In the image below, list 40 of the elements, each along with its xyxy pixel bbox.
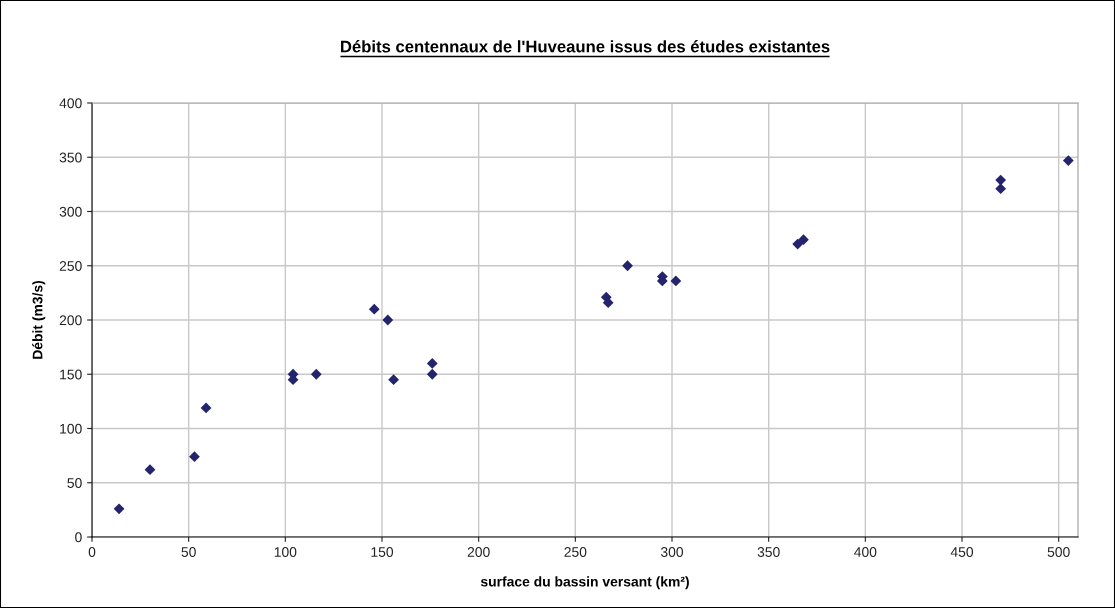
x-tick-label: 250: [564, 547, 587, 557]
y-tick-label: 200: [59, 315, 82, 326]
x-tick-label: 500: [1047, 547, 1070, 557]
x-tick-label: 450: [950, 547, 974, 557]
x-tick-label: 150: [371, 547, 394, 557]
point: [382, 314, 394, 326]
y-axis-title: Débit (m3/s): [32, 280, 46, 359]
y-tick-label: 150: [60, 369, 82, 380]
point: [426, 368, 438, 380]
point: [426, 358, 438, 369]
chart-title: Débits centennaux de l'Huveaune issus des études existantes: [341, 40, 830, 53]
y-tick-label: 400: [59, 98, 82, 109]
point: [368, 303, 380, 315]
y-tick-label: 50: [67, 478, 82, 488]
point: [1062, 155, 1074, 166]
x-tick-label: 0: [88, 547, 96, 557]
point: [622, 260, 633, 272]
x-tick-label: 50: [181, 547, 196, 557]
point: [200, 402, 212, 414]
x-tick-label: 300: [660, 547, 684, 557]
point: [189, 451, 200, 463]
x-tick-label: 200: [467, 547, 490, 557]
x-tick-label: 350: [757, 547, 780, 557]
y-tick-label: 100: [60, 423, 82, 434]
x-axis-title: surface du bassin versant (km²): [480, 576, 689, 590]
point: [670, 275, 682, 287]
x-tick-label: 400: [854, 547, 877, 557]
point: [113, 503, 125, 515]
point: [388, 374, 399, 386]
point: [144, 464, 156, 476]
x-tick-label: 100: [274, 547, 297, 557]
point: [792, 238, 804, 250]
point: [310, 368, 322, 380]
y-tick-label: 0: [75, 532, 82, 543]
y-tick-label: 250: [59, 261, 82, 271]
y-tick-label: 300: [59, 206, 82, 217]
point: [995, 174, 1007, 186]
point: [798, 234, 809, 246]
y-tick-label: 350: [59, 152, 82, 163]
point: [995, 183, 1007, 195]
